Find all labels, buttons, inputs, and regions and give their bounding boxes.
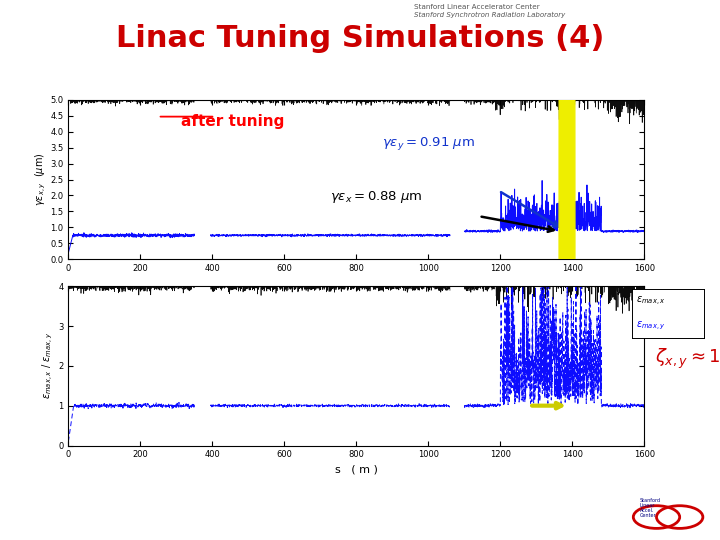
Text: $\gamma\varepsilon_x = 0.88\ \mu$m: $\gamma\varepsilon_x = 0.88\ \mu$m <box>330 189 423 205</box>
Text: 11 May 2005: 11 May 2005 <box>7 504 84 517</box>
Text: Stanford: Stanford <box>640 498 661 503</box>
Text: LCLS DOE Review: LCLS DOE Review <box>7 531 111 540</box>
Text: Emma@SLAC.Stanford.edu: Emma@SLAC.Stanford.edu <box>482 531 642 540</box>
Y-axis label: $\varepsilon_{max,x}$ / $\varepsilon_{max,y}$: $\varepsilon_{max,x}$ / $\varepsilon_{ma… <box>41 332 55 400</box>
Text: Center: Center <box>640 514 657 518</box>
Text: $\varepsilon_{max,x}$: $\varepsilon_{max,x}$ <box>636 294 665 308</box>
Text: $\varepsilon_{max,y}$: $\varepsilon_{max,y}$ <box>636 319 665 332</box>
Text: Stanford Linear Accelerator Center: Stanford Linear Accelerator Center <box>414 4 540 10</box>
X-axis label: s   ( m ): s ( m ) <box>335 465 378 475</box>
Text: Linac Tuning Simulations (4): Linac Tuning Simulations (4) <box>116 24 604 53</box>
Y-axis label: $\gamma\varepsilon_{x,y}$  ($\mu$m): $\gamma\varepsilon_{x,y}$ ($\mu$m) <box>33 153 48 206</box>
Text: $\zeta_{x,y}\approx 1$: $\zeta_{x,y}\approx 1$ <box>655 347 720 371</box>
Text: Linear: Linear <box>640 503 655 508</box>
Text: P. Emma: P. Emma <box>482 504 533 517</box>
Text: $\gamma\varepsilon_y = 0.91\ \mu$m: $\gamma\varepsilon_y = 0.91\ \mu$m <box>382 135 475 152</box>
Text: Stanford Synchrotron Radiation Laboratory: Stanford Synchrotron Radiation Laborator… <box>414 12 565 18</box>
Circle shape <box>559 0 575 540</box>
Text: after tuning: after tuning <box>181 114 284 129</box>
Text: Accel.: Accel. <box>640 508 654 513</box>
